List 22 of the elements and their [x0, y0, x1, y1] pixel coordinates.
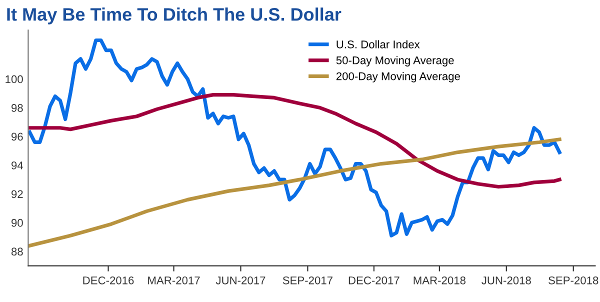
legend-label: U.S. Dollar Index: [336, 40, 420, 48]
x-tick-label: SEP-2017: [282, 276, 332, 284]
x-tick-label: JUN-2018: [482, 276, 531, 284]
line-series: [28, 93, 562, 189]
y-tick-label: 88: [11, 248, 23, 256]
y-tick-label: 92: [12, 190, 23, 198]
line-series: [28, 38, 562, 238]
y-tick-label: 90: [12, 218, 23, 227]
y-tick-label: 96: [12, 132, 23, 141]
legend-label: 200-Day Moving Average: [336, 72, 460, 82]
x-tick-label: MAR-2018: [414, 276, 466, 284]
chart-title: It May Be Time To Ditch The U.S. Dollar: [7, 8, 342, 24]
x-tick-label: DEC-2016: [83, 276, 134, 284]
y-tick-label: 100: [6, 75, 23, 84]
legend-label: 50-Day Moving Average: [336, 56, 454, 66]
y-tick-label: 98: [12, 104, 23, 112]
x-tick-label: DEC-2017: [348, 276, 400, 284]
x-tick-label: SEP-2018: [548, 276, 598, 284]
y-tick-label: 94: [12, 161, 24, 170]
x-tick-label: JUN-2017: [216, 276, 266, 284]
line-series: [28, 138, 562, 248]
x-tick-label: MAR-2017: [148, 276, 200, 284]
